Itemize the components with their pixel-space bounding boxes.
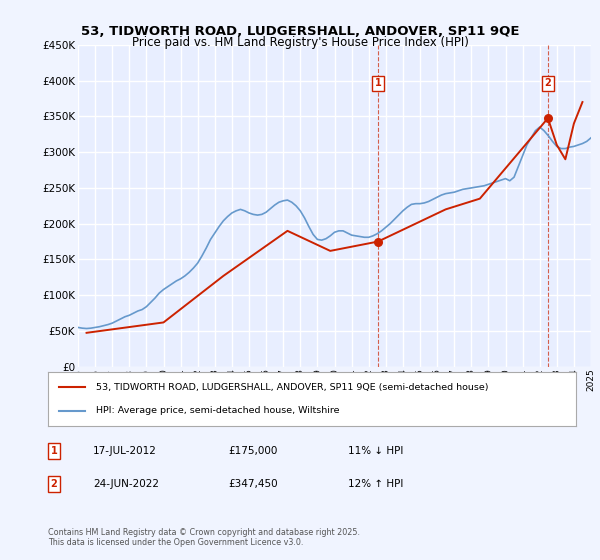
Text: Contains HM Land Registry data © Crown copyright and database right 2025.
This d: Contains HM Land Registry data © Crown c… [48,528,360,547]
Text: 1: 1 [374,78,382,88]
Text: 24-JUN-2022: 24-JUN-2022 [93,479,159,489]
Text: 2: 2 [50,479,58,489]
Point [543,114,553,123]
Point [373,237,383,246]
Text: HPI: Average price, semi-detached house, Wiltshire: HPI: Average price, semi-detached house,… [95,406,339,415]
Text: £347,450: £347,450 [228,479,278,489]
Text: 12% ↑ HPI: 12% ↑ HPI [348,479,403,489]
Text: 2: 2 [545,78,551,88]
Text: 17-JUL-2012: 17-JUL-2012 [93,446,157,456]
Text: 11% ↓ HPI: 11% ↓ HPI [348,446,403,456]
Text: 1: 1 [50,446,58,456]
Text: £175,000: £175,000 [228,446,277,456]
Text: Price paid vs. HM Land Registry's House Price Index (HPI): Price paid vs. HM Land Registry's House … [131,36,469,49]
Text: 53, TIDWORTH ROAD, LUDGERSHALL, ANDOVER, SP11 9QE: 53, TIDWORTH ROAD, LUDGERSHALL, ANDOVER,… [81,25,519,38]
Text: 53, TIDWORTH ROAD, LUDGERSHALL, ANDOVER, SP11 9QE (semi-detached house): 53, TIDWORTH ROAD, LUDGERSHALL, ANDOVER,… [95,383,488,392]
